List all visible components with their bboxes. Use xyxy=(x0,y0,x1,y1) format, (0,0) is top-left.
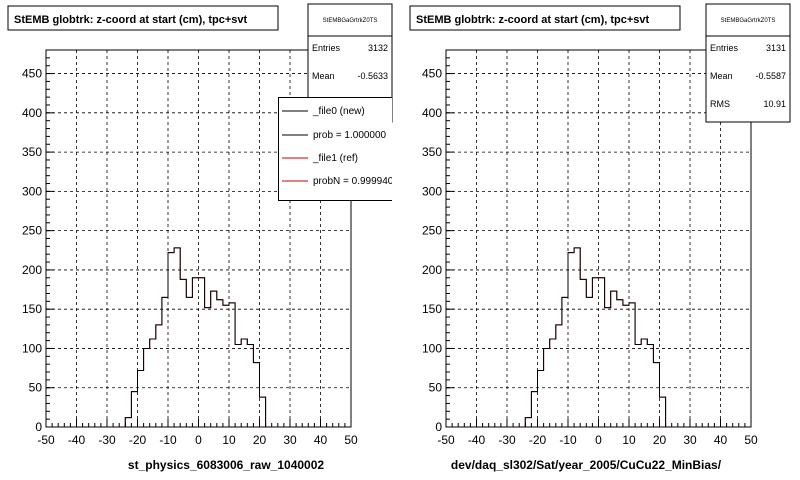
series-new xyxy=(46,247,351,428)
y-tick-label: 50 xyxy=(29,381,43,395)
y-tick-label: 200 xyxy=(22,263,42,277)
x-tick-label: -30 xyxy=(498,433,516,447)
x-tick-label: -10 xyxy=(159,433,177,447)
series-new xyxy=(446,247,751,428)
y-tick-label: 400 xyxy=(422,106,442,120)
grid-lines xyxy=(446,50,751,427)
histogram-new-line xyxy=(46,247,351,428)
y-tick-label: 450 xyxy=(422,67,442,81)
stats-mean-value: -0.5633 xyxy=(357,71,388,81)
stats-entries-value: 3131 xyxy=(766,43,786,53)
legend-label-probn: probN = 0.999940 xyxy=(313,176,394,187)
y-tick-label: 300 xyxy=(422,184,442,198)
histogram-new-line xyxy=(446,247,751,428)
y-tick-label: 150 xyxy=(22,302,42,316)
x-tick-label: -50 xyxy=(37,433,55,447)
y-tick-label: 100 xyxy=(422,341,442,355)
x-tick-label: 20 xyxy=(653,433,667,447)
legend-box xyxy=(278,97,392,201)
y-axis-ticks: 0 50 100 150 200 250 300 350 400 450 xyxy=(22,49,54,434)
x-tick-label: -40 xyxy=(68,433,86,447)
legend-label-new: _file0 (new) xyxy=(312,106,365,117)
histogram-panel-left: StEMB globtrk: z-coord at start (cm), tp… xyxy=(7,3,394,472)
stats-entries-label: Entries xyxy=(710,43,739,53)
x-tick-label: -20 xyxy=(129,433,147,447)
panel-title-box xyxy=(7,5,279,31)
y-tick-label: 350 xyxy=(22,145,42,159)
x-tick-label: -30 xyxy=(98,433,116,447)
stats-rms-value: 10.91 xyxy=(763,99,786,109)
legend: _file0 (new) prob = 1.000000 _file1 (ref… xyxy=(278,97,394,201)
x-tick-label: 50 xyxy=(744,433,758,447)
y-tick-label: 0 xyxy=(35,420,42,434)
x-tick-label: 40 xyxy=(314,433,328,447)
legend-clip: _file0 (new) prob = 1.000000 _file1 (ref… xyxy=(278,97,394,201)
stats-mean-label: Mean xyxy=(312,71,335,81)
y-tick-label: 250 xyxy=(22,224,42,238)
y-tick-label: 0 xyxy=(435,420,442,434)
x-tick-label: 40 xyxy=(714,433,728,447)
x-tick-label: -50 xyxy=(437,433,455,447)
panel-title-box xyxy=(409,5,681,31)
x-axis-label: st_physics_6083006_raw_1040002 xyxy=(128,458,324,472)
x-axis-ticks: -50 -40 -30 -20 -10 0 10 20 30 40 50 xyxy=(437,419,758,447)
y-tick-label: 200 xyxy=(422,263,442,277)
stats-name: StEMBGaGrtrkZ0TS xyxy=(323,18,378,24)
x-tick-label: 30 xyxy=(683,433,697,447)
histogram-panel-right: StEMB globtrk: z-coord at start (cm), tp… xyxy=(409,3,791,472)
legend-label-prob: prob = 1.000000 xyxy=(313,130,387,141)
x-tick-label: 10 xyxy=(622,433,636,447)
x-tick-label: 50 xyxy=(344,433,358,447)
stats-mean-label: Mean xyxy=(710,71,733,81)
x-tick-label: 10 xyxy=(222,433,236,447)
y-tick-label: 250 xyxy=(422,224,442,238)
stats-box: StEMBGaGrtrkZ0TS Entries 3131 Mean -0.55… xyxy=(705,3,791,123)
x-axis-ticks: -50 -40 -30 -20 -10 0 10 20 30 40 50 xyxy=(37,419,358,447)
x-tick-label: 30 xyxy=(283,433,297,447)
stats-entries-label: Entries xyxy=(312,43,341,53)
x-axis-label: dev/daq_sl302/Sat/year_2005/CuCu22_MinBi… xyxy=(451,458,722,472)
legend-label-ref: _file1 (ref) xyxy=(312,153,358,164)
y-tick-label: 300 xyxy=(22,184,42,198)
plot-area: -50 -40 -30 -20 -10 0 10 20 30 40 50 0 50 100 150 200 2… xyxy=(422,49,758,447)
x-tick-label: 0 xyxy=(195,433,202,447)
stats-entries-value: 3132 xyxy=(368,43,388,53)
y-tick-label: 400 xyxy=(22,106,42,120)
x-tick-label: 0 xyxy=(595,433,602,447)
stats-mean-value: -0.5587 xyxy=(755,71,786,81)
panel-title: StEMB globtrk: z-coord at start (cm), tp… xyxy=(14,14,248,26)
y-tick-label: 50 xyxy=(429,381,443,395)
y-tick-label: 150 xyxy=(422,302,442,316)
x-tick-label: -20 xyxy=(529,433,547,447)
x-tick-label: -10 xyxy=(559,433,577,447)
x-tick-label: 20 xyxy=(253,433,267,447)
y-tick-label: 350 xyxy=(422,145,442,159)
y-tick-label: 450 xyxy=(22,67,42,81)
y-axis-ticks: 0 50 100 150 200 250 300 350 400 450 xyxy=(422,49,454,434)
x-tick-label: -40 xyxy=(468,433,486,447)
stats-box-frame xyxy=(705,3,791,123)
panel-title: StEMB globtrk: z-coord at start (cm), tp… xyxy=(416,14,650,26)
stats-rms-label: RMS xyxy=(710,99,730,109)
stats-name: StEMBGaGrtrkZ0TS xyxy=(721,18,776,24)
y-tick-label: 100 xyxy=(22,341,42,355)
